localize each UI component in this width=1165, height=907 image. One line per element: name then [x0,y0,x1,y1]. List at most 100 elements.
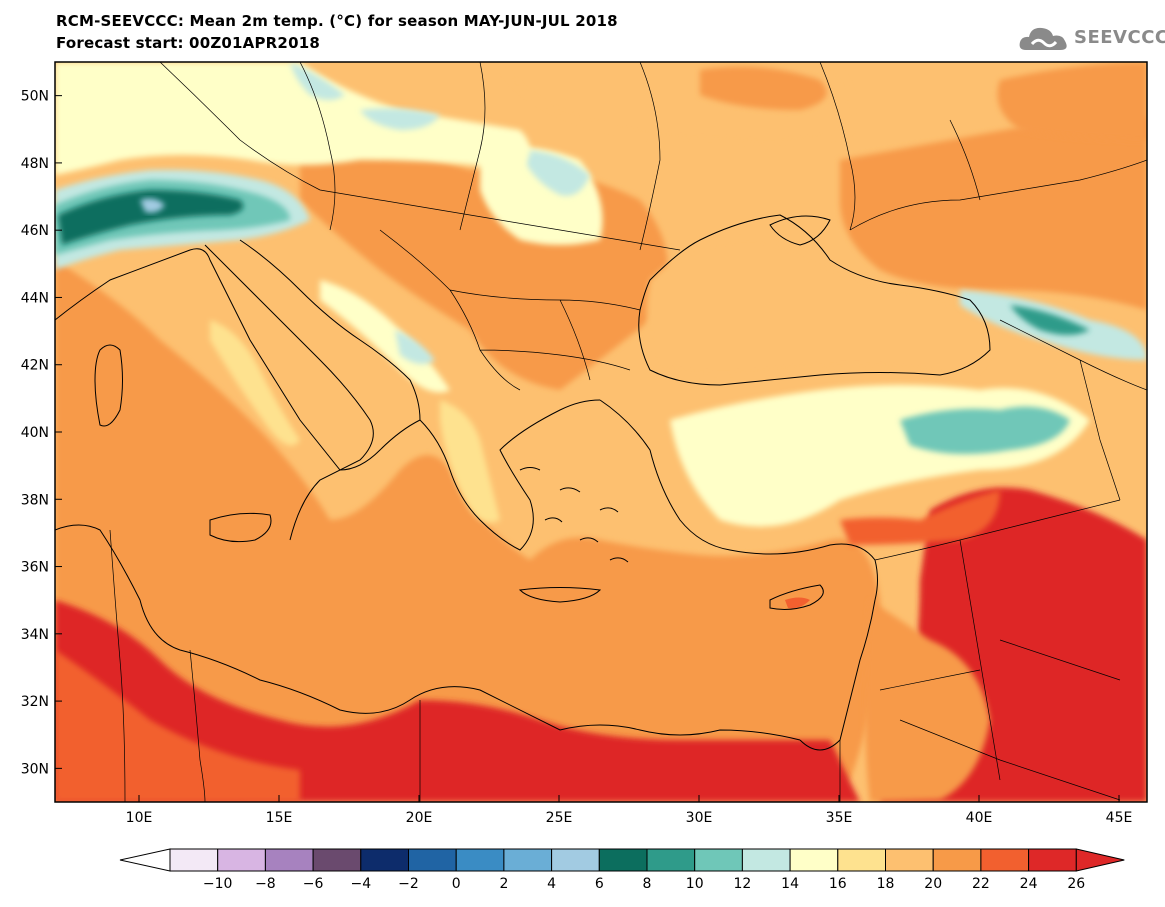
country-borders [109,62,1147,802]
coast-north-africa [55,524,801,741]
colorbar-cell [503,848,553,872]
lat-tick-label: 32N [21,694,49,710]
temperature-field [55,62,1147,802]
coast-sicily [209,512,272,543]
coast-turkey-south [599,399,878,601]
colorbar-high-extend [1075,848,1125,872]
colorbar-label: −2 [398,876,419,892]
colorbar-label: 20 [924,876,942,892]
logo-text: SEEVCCC [1074,27,1165,48]
coast-black-sea [638,214,991,386]
lat-tick-label: 36N [21,560,49,576]
colorbar-cell [312,848,362,872]
lat-tick-label: 30N [21,761,49,777]
colorbar-cell [169,848,219,872]
colorbar-label: 2 [499,876,508,892]
colorbar-cell [741,848,791,872]
field-east-anatolia-red [840,490,1000,545]
field-apennines [210,320,300,446]
seevccc-logo: SEEVCCC [1018,22,1165,56]
lon-tick-label: 30E [686,810,713,826]
field-dinaric-cool [395,330,435,364]
forecast-start-label: Forecast start: 00Z01APR2018 [56,34,320,52]
field-caucasus-core [1010,305,1090,335]
field-north-africa-core [55,650,300,802]
lon-tick-label: 25E [546,810,573,826]
lat-tick-label: 42N [21,358,49,374]
coast-crimea [769,215,831,246]
coast-sardinia [94,344,123,427]
coast-levant [799,599,876,751]
colorbar-label: 12 [733,876,751,892]
colorbar-label: −4 [350,876,371,892]
cloud-icon [1019,27,1067,50]
lat-tick-label: 40N [21,425,49,441]
coast-greece [419,399,601,551]
colorbar-label: 22 [972,876,990,892]
lon-tick-label: 15E [266,810,293,826]
field-black-sea [646,238,992,380]
lat-tick-label: 38N [21,492,49,508]
colorbar-label: −8 [255,876,276,892]
field-anatolia-teal [900,406,1070,454]
borders-north-africa [109,529,841,802]
field-northern-europe-cool [360,108,440,130]
coast-italy-east [204,244,374,541]
field-levant-orange [865,600,990,802]
colorbar: −10 −8 −6 −4 −2 0 2 4 6 8 10 12 14 16 18 20 22 24 26 [119,848,1125,892]
coast-western-mediterranean [55,248,421,471]
colorbar-cell [980,848,1030,872]
lon-tick-label: 10E [126,810,153,826]
colorbar-cell [837,848,886,872]
colorbar-cell [598,848,648,872]
colorbar-low-extend [119,848,171,872]
colorbar-cell [408,848,457,872]
borders-caucasus [999,319,1147,501]
lat-tick-label: 48N [21,156,49,172]
field-east-europe [840,115,1147,310]
colorbar-cell [789,848,839,872]
colorbar-label: −10 [203,876,233,892]
colorbar-label: 0 [452,876,461,892]
field-alps-peak [140,198,165,213]
lat-tick-label: 46N [21,223,49,239]
longitude-axis: 10E 15E 20E 25E 30E 35E 40E 45E [126,795,1133,826]
field-north-africa [55,600,860,802]
field-mediterranean [55,260,880,802]
colorbar-label: 6 [595,876,604,892]
map-title: RCM-SEEVCCC: Mean 2m temp. (°C) for seas… [56,12,618,30]
latitude-axis: 50N 48N 46N 44N 42N 40N 38N 36N 34N 32N 30N [21,89,62,777]
colorbar-label: 16 [829,876,847,892]
lat-tick-label: 50N [21,89,49,105]
borders-balkans [379,229,641,391]
colorbar-label: −6 [303,876,324,892]
colorbar-cell [217,848,266,872]
coast-aegean-islands [519,467,629,563]
lat-tick-label: 34N [21,627,49,643]
borders-east-europe [849,119,1147,231]
lon-tick-label: 35E [826,810,853,826]
colorbar-label: 8 [643,876,652,892]
colorbar-label: 4 [547,876,556,892]
colorbar-cell [932,848,982,872]
coast-adriatic-east [239,239,421,421]
borders-central-europe [159,62,856,251]
lon-tick-label: 20E [406,810,433,826]
colorbar-cell [1028,848,1077,872]
field-dinaric [320,280,450,393]
field-northern-europe-cool-2 [290,62,345,100]
lon-tick-label: 45E [1106,810,1133,826]
field-north-orange [700,66,827,110]
colorbar-label: 10 [686,876,704,892]
colorbar-cell [360,848,409,872]
field-carpathians-cool [520,150,590,196]
colorbar-cell [264,848,314,872]
colorbar-label: 24 [1020,876,1038,892]
field-alps-core [58,190,244,245]
colorbar-cell [646,848,696,872]
coastlines [55,214,991,751]
lat-tick-label: 44N [21,290,49,306]
field-greece-highland [440,400,500,523]
coast-cyprus [769,584,824,610]
